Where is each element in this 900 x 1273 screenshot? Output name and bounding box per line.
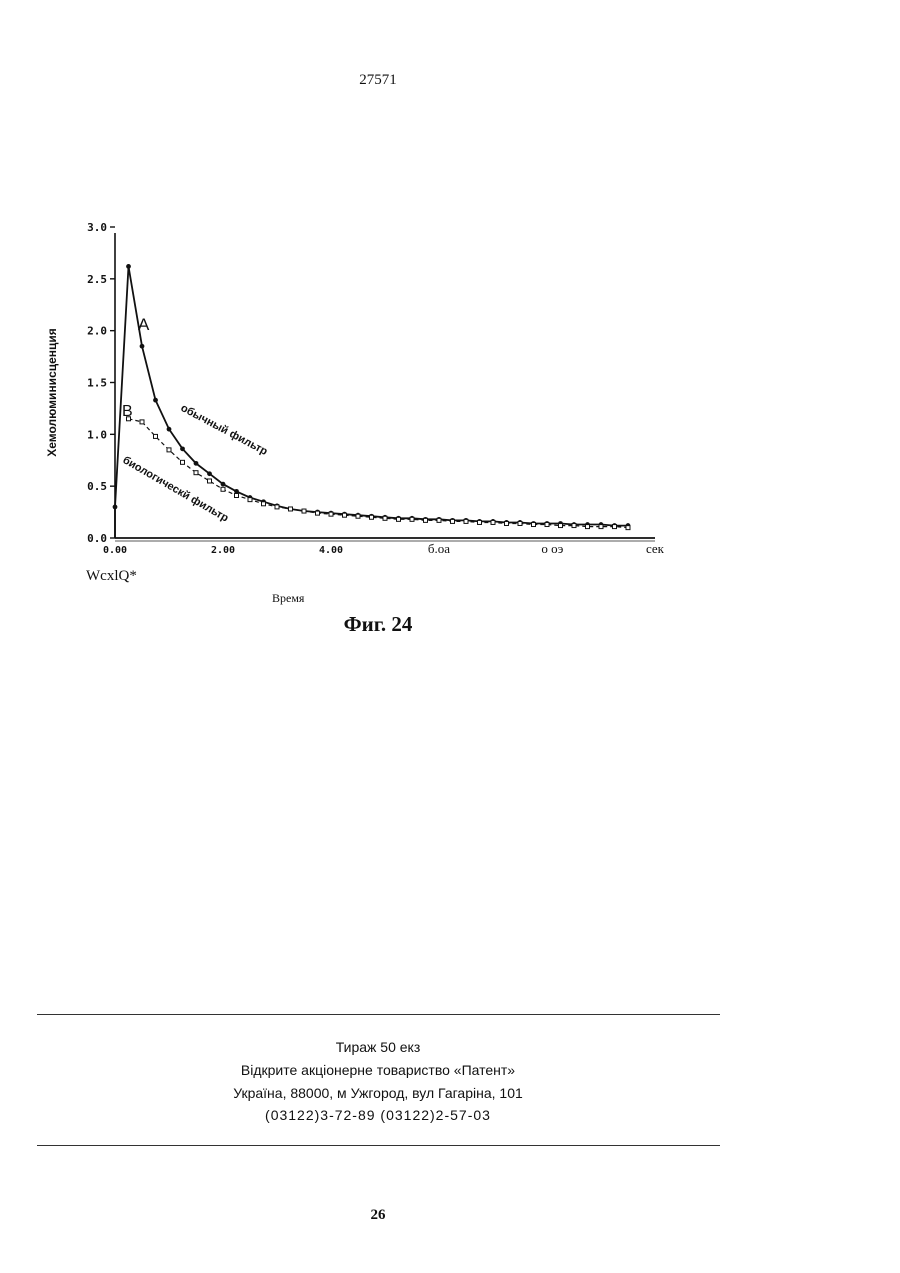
y-tick-label: 1.5 bbox=[87, 377, 107, 390]
imprint-address: Україна, 88000, м Ужгород, вул Гагаріна,… bbox=[0, 1085, 756, 1101]
series-point-A bbox=[113, 505, 118, 510]
series-point-B bbox=[545, 523, 549, 527]
series-point-B bbox=[397, 517, 401, 521]
divider-bottom bbox=[37, 1145, 720, 1146]
x-tick-label: 4.00 bbox=[319, 545, 343, 556]
series-point-A bbox=[140, 344, 145, 349]
page-number: 26 bbox=[0, 1207, 756, 1224]
series-point-B bbox=[167, 448, 171, 452]
series-point-B bbox=[478, 520, 482, 524]
x-axis-label: Время bbox=[272, 591, 304, 606]
divider-top bbox=[37, 1014, 720, 1015]
series-point-B bbox=[410, 517, 414, 521]
series-point-A bbox=[194, 461, 199, 466]
series-point-A bbox=[221, 482, 226, 487]
below-axis-note: WcxlQ* bbox=[86, 568, 137, 585]
y-tick-label: 0.0 bbox=[87, 532, 107, 545]
annotation-label-B: B bbox=[122, 403, 133, 420]
series-point-B bbox=[356, 514, 360, 518]
annotation-label-A: A bbox=[138, 315, 150, 334]
series-point-B bbox=[221, 487, 225, 491]
x-tick-label: 2.00 bbox=[211, 545, 235, 556]
series-point-B bbox=[518, 521, 522, 525]
x-tick-label: о оэ bbox=[541, 541, 563, 556]
series-point-B bbox=[559, 524, 563, 528]
imprint-circulation: Тираж 50 екз bbox=[0, 1039, 756, 1055]
series-point-B bbox=[613, 525, 617, 529]
series-point-B bbox=[235, 493, 239, 497]
series-point-B bbox=[572, 524, 576, 528]
x-tick-label: 0.00 bbox=[103, 545, 127, 556]
series-point-B bbox=[626, 526, 630, 530]
x-tick-label: сек bbox=[646, 541, 665, 556]
series-point-B bbox=[505, 521, 509, 525]
y-tick-label: 0.5 bbox=[87, 480, 107, 493]
series-point-B bbox=[302, 509, 306, 513]
imprint-publisher: Відкрите акціонерне товариство «Патент» bbox=[0, 1062, 756, 1078]
series-point-B bbox=[262, 502, 266, 506]
series-point-B bbox=[532, 523, 536, 527]
series-point-B bbox=[370, 515, 374, 519]
series-point-B bbox=[424, 518, 428, 522]
y-tick-label: 2.5 bbox=[87, 273, 107, 286]
series-point-A bbox=[126, 264, 131, 269]
series-point-B bbox=[208, 479, 212, 483]
series-point-B bbox=[586, 525, 590, 529]
series-point-A bbox=[180, 446, 185, 451]
series-point-B bbox=[248, 498, 252, 502]
series-point-B bbox=[343, 513, 347, 517]
series-point-B bbox=[491, 520, 495, 524]
series-point-B bbox=[289, 507, 293, 511]
series-point-B bbox=[329, 512, 333, 516]
series-point-B bbox=[451, 519, 455, 523]
series-point-B bbox=[437, 518, 441, 522]
figure-caption: Фиг. 24 bbox=[0, 612, 756, 637]
series-point-A bbox=[153, 398, 158, 403]
series-point-B bbox=[154, 434, 158, 438]
annotation-regular-filter: обычный фильтр bbox=[179, 402, 270, 458]
series-point-B bbox=[275, 505, 279, 509]
imprint-phones: (03122)3-72-89 (03122)2-57-03 bbox=[0, 1107, 756, 1123]
series-point-B bbox=[140, 420, 144, 424]
annotation-bio-filter: биологическй фильтр bbox=[121, 454, 231, 525]
series-point-A bbox=[207, 471, 212, 476]
x-tick-label: б.оа bbox=[428, 541, 450, 556]
y-axis-label: Хемолюминисценция bbox=[45, 328, 59, 457]
series-point-A bbox=[167, 427, 172, 432]
y-tick-label: 2.0 bbox=[87, 325, 107, 338]
series-point-B bbox=[181, 460, 185, 464]
series-point-B bbox=[464, 519, 468, 523]
series-point-B bbox=[383, 516, 387, 520]
chart-text: 3.0 2.5 2.0 1.5 1.0 0.5 0.00.00 2.00 4.00 б.оа о о… bbox=[45, 221, 665, 556]
y-tick-label: 1.0 bbox=[87, 428, 107, 441]
series-point-B bbox=[316, 511, 320, 515]
y-tick-label: 3.0 bbox=[87, 221, 107, 234]
series-point-B bbox=[599, 525, 603, 529]
series-point-B bbox=[194, 471, 198, 475]
chemiluminescence-chart: 3.0 2.5 2.0 1.5 1.0 0.5 0.00.00 2.00 4.00 б.оа о о… bbox=[0, 0, 900, 620]
